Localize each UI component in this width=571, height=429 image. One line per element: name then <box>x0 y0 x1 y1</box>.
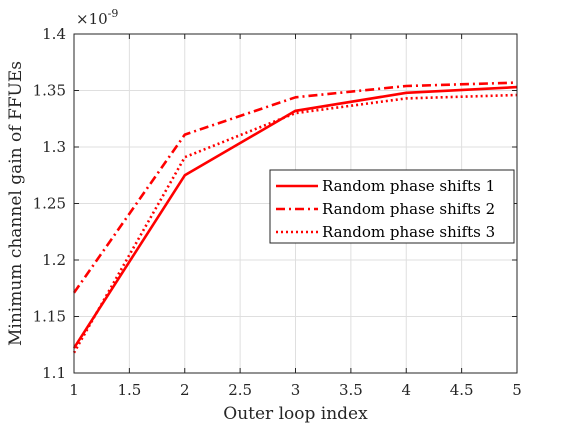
x-tick-label: 2.5 <box>228 381 252 399</box>
x-tick-labels: 1 1.5 2 2.5 3 3.5 4 4.5 5 <box>69 381 522 399</box>
y-tick-label: 1.2 <box>42 251 66 269</box>
y-exponent-label: ×10-9 <box>76 7 118 28</box>
y-tick-label: 1.35 <box>33 82 66 100</box>
legend: Random phase shifts 1 Random phase shifts… <box>269 169 515 244</box>
series-lines <box>72 81 518 354</box>
y-tick-label: 1.25 <box>33 195 66 213</box>
x-tick-label: 4 <box>401 381 411 399</box>
x-tick-label: 4.5 <box>450 381 474 399</box>
y-tick-label: 1.15 <box>33 308 66 326</box>
x-axis-label: Outer loop index <box>223 404 368 424</box>
x-tick-label: 5 <box>512 381 522 399</box>
axis-ticks <box>73 33 518 374</box>
y-tick-label: 1.4 <box>42 25 66 43</box>
legend-label-2: Random phase shifts 2 <box>322 200 495 218</box>
x-tick-label: 1.5 <box>117 381 141 399</box>
series-line-1 <box>72 85 518 349</box>
x-tick-label: 2 <box>180 381 190 399</box>
y-tick-label: 1.3 <box>42 138 66 156</box>
series-line-2 <box>72 81 518 294</box>
legend-label-1: Random phase shifts 1 <box>322 177 495 195</box>
y-tick-labels: 1.1 1.15 1.2 1.25 1.3 1.35 1.4 <box>33 25 66 382</box>
legend-label-3: Random phase shifts 3 <box>322 223 495 241</box>
x-tick-label: 3.5 <box>339 381 363 399</box>
legend-box <box>269 169 515 244</box>
x-tick-label: 1 <box>69 381 79 399</box>
y-axis-label: Minimum channel gain of FFUEs <box>6 61 26 346</box>
x-tick-label: 3 <box>291 381 301 399</box>
y-tick-label: 1.1 <box>42 364 66 382</box>
